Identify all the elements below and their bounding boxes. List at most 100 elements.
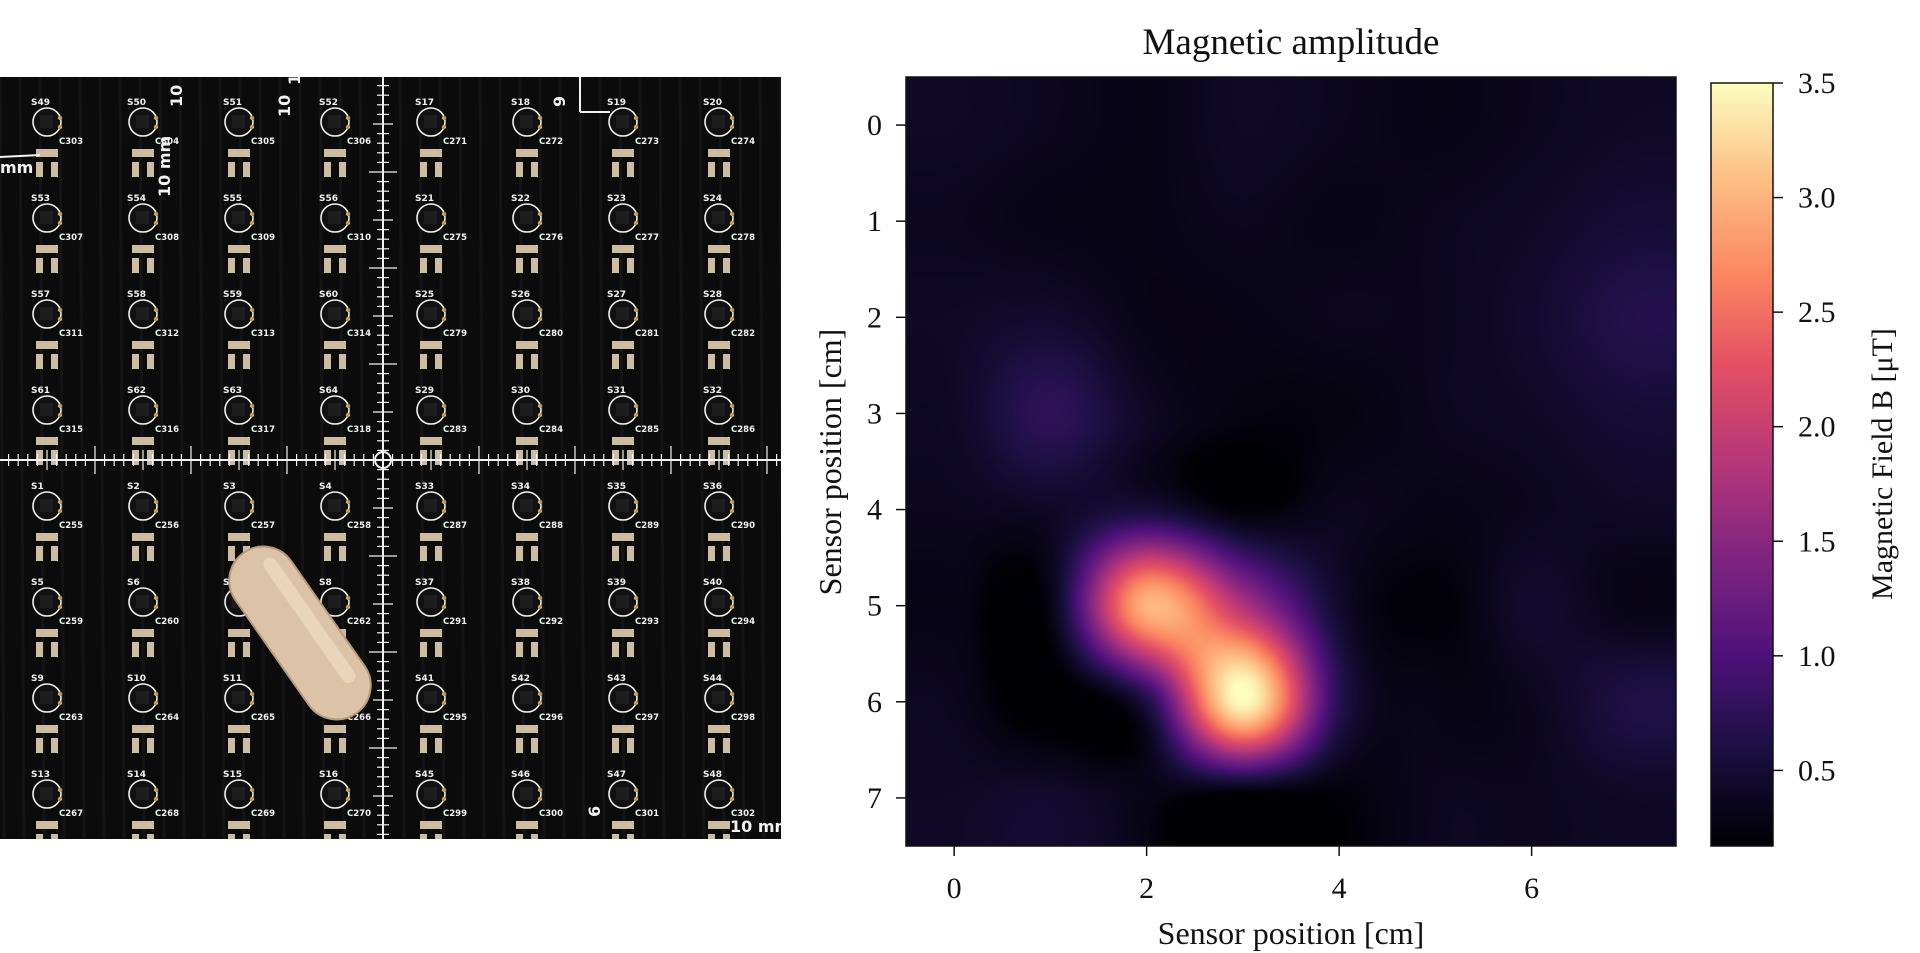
x-axis-label: Sensor position [cm] [1158,915,1425,951]
capacitor-label: C309 [251,233,275,243]
capacitor-label: C304 [155,137,179,147]
solder-pad [633,499,639,505]
solder-pad [441,412,447,418]
capacitor-pad [708,629,730,637]
capacitor-pad [708,738,715,753]
sensor-label: S22 [511,194,530,204]
colorbar-tick-label: 2.5 [1798,296,1836,329]
solder-pad [441,796,447,802]
sensor-cell: S13 C267 [31,770,83,839]
board-texture [18,77,26,839]
capacitor-label: C302 [731,809,755,819]
sensor-label: S19 [607,98,626,108]
sensor-chip [40,499,53,512]
capacitor-pad [723,450,730,465]
solder-pad [537,412,543,418]
solder-pad [345,595,351,601]
solder-pad [441,508,447,514]
capacitor-pad [723,834,730,839]
capacitor-pad [708,725,730,733]
capacitor-pad [132,437,154,445]
capacitor-pad [243,258,250,273]
capacitor-pad [435,738,442,753]
capacitor-pad [243,834,250,839]
solder-pad [537,508,543,514]
colorbar-tick-label: 0.5 [1798,754,1836,787]
capacitor-pad [612,533,634,541]
capacitor-label: C285 [635,425,659,435]
capacitor-pad [36,629,58,637]
capacitor-pad [324,162,331,177]
solder-pad [441,595,447,601]
sensor-cell: S2 C256 [127,482,179,561]
capacitor-pad [339,258,346,273]
capacitor-pad [132,258,139,273]
capacitor-pad [243,450,250,465]
capsule [228,545,372,721]
capacitor-label: C315 [59,425,83,435]
sensor-label: S44 [703,674,722,684]
sensor-chip [520,499,533,512]
capacitor-pad [132,725,154,733]
sensor-chip [424,403,437,416]
colorbar-tick-label: 1.0 [1798,640,1836,673]
sensor-chip [424,211,437,224]
capacitor-label: C267 [59,809,83,819]
capacitor-pad [36,834,43,839]
sensor-cell: S56 C310 [319,194,371,273]
capacitor-pad [708,245,730,253]
capacitor-pad [228,821,250,829]
capacitor-pad [228,149,250,157]
capacitor-pad [147,738,154,753]
solder-pad [729,499,735,505]
capacitor-pad [627,162,634,177]
capacitor-pad [132,834,139,839]
ruler-label: 10 [275,95,294,117]
sensor-cell: S54 C308 [127,194,179,273]
sensor-label: S55 [223,194,242,204]
capacitor-pad [51,258,58,273]
solder-pad [153,604,159,610]
capacitor-pad [228,546,235,561]
sensor-chip [520,403,533,416]
sensor-label: S17 [415,98,434,108]
colorbar-label: Magnetic Field B [μT] [1866,328,1899,600]
solder-pad [57,508,63,514]
y-tick-label: 6 [867,686,882,719]
sensor-label: S24 [703,194,722,204]
capacitor-pad [516,450,523,465]
solder-pad [729,604,735,610]
capacitor-pad [36,821,58,829]
capacitor-pad [612,821,634,829]
sensor-chip [40,691,53,704]
solder-pad [537,595,543,601]
sensor-chip [520,307,533,320]
sensor-chip [40,595,53,608]
solder-pad [729,403,735,409]
sensor-cell: S55 C309 [223,194,275,273]
solder-pad [441,787,447,793]
sensor-chip [40,211,53,224]
capacitor-pad [627,738,634,753]
solder-pad [729,220,735,226]
sensor-label: S20 [703,98,722,108]
capacitor-pad [324,725,346,733]
sensor-cell: S32 C286 [703,386,755,465]
board-texture [498,77,506,839]
y-tick-label: 7 [867,782,882,815]
capacitor-pad [531,642,538,657]
sensor-label: S34 [511,482,530,492]
capacitor-pad [132,546,139,561]
solder-pad [153,691,159,697]
ruler-label: 10 mm [730,817,781,836]
sensor-label: S35 [607,482,626,492]
solder-pad [57,307,63,313]
sensor-cell: S14 C268 [127,770,179,839]
capacitor-pad [51,834,58,839]
sensor-cell: S64 C318 [319,386,371,465]
capacitor-pad [612,354,619,369]
capacitor-pad [243,162,250,177]
capacitor-pad [132,341,154,349]
solder-pad [57,316,63,322]
sensor-cell: S21 C275 [415,194,467,273]
